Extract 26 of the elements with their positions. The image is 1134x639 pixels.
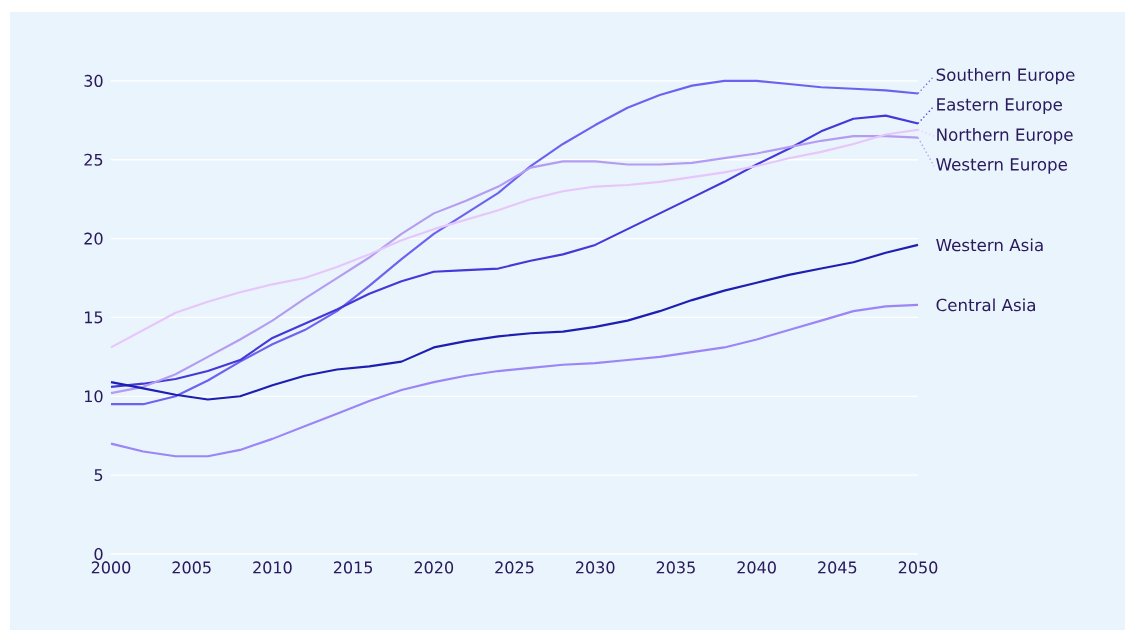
legend-label: Northern Europe [937, 128, 1073, 145]
x-tick-label: 2030 [576, 561, 615, 574]
y-tick-label: 30 [84, 74, 103, 87]
x-tick-label: 2035 [656, 561, 695, 574]
x-tick-label: 2005 [172, 561, 211, 574]
y-tick-label: 5 [94, 469, 103, 482]
line-series [109, 243, 920, 401]
legend-label: Southern Europe [936, 68, 1075, 85]
series-label: Western Europe [936, 158, 1067, 174]
y-tick-label: 0 [94, 547, 103, 561]
y-tick-label: 15 [85, 311, 103, 324]
series-label: Western Asia [936, 238, 1043, 252]
legend-label: Eastern Europe [937, 98, 1062, 114]
y-tick-label: 10 [85, 390, 103, 403]
x-tick-label: 2050 [898, 561, 938, 574]
line-series [109, 303, 920, 458]
x-tick-label: 2045 [818, 561, 857, 574]
y-tick-label: 25 [84, 153, 103, 166]
series-label: Central Asia [936, 298, 1035, 312]
y-tick-label: 20 [84, 232, 103, 245]
x-tick-label: 2020 [414, 561, 454, 574]
x-tick-label: 2000 [91, 561, 131, 574]
x-tick-label: 2010 [253, 561, 292, 574]
x-tick-label: 2040 [737, 561, 776, 574]
x-tick-label: 2015 [333, 561, 373, 574]
x-tick-label: 2025 [495, 561, 534, 574]
